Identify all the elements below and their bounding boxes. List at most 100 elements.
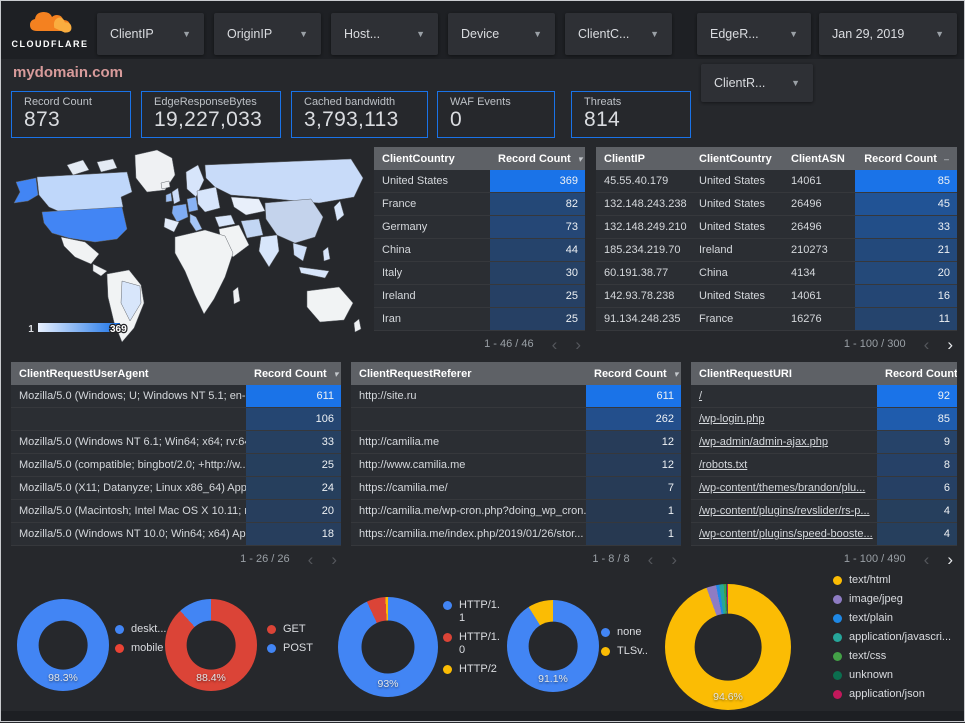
donut-chart-http-protocol[interactable]: 93% [338, 597, 438, 697]
column-header-record-count[interactable]: Record Count – [885, 367, 957, 380]
table-row[interactable]: http://camilia.me 12 [351, 431, 681, 454]
table-row[interactable]: 142.93.78.238 United States 14061 16 [596, 285, 957, 308]
table-row[interactable]: 45.55.40.179 United States 14061 85 [596, 170, 957, 193]
legend-item[interactable]: text/css [833, 650, 951, 663]
table-row[interactable]: 60.191.38.77 China 4134 20 [596, 262, 957, 285]
record-count-heat-cell: 369 [490, 170, 585, 192]
donut-chart-request-method[interactable]: 88.4% [165, 599, 257, 691]
filter-chip[interactable]: ClientC... ▼ [565, 13, 672, 55]
table-row[interactable]: 91.134.248.235 France 16276 11 [596, 308, 957, 331]
donut-hole [361, 620, 415, 674]
legend-item[interactable]: deskt... [115, 623, 166, 636]
table-row[interactable]: /robots.txt 8 [691, 454, 957, 477]
table-row[interactable]: http://camilia.me/wp-cron.php?doing_wp_c… [351, 500, 681, 523]
table-row[interactable]: /wp-admin/admin-ajax.php 9 [691, 431, 957, 454]
filter-chip[interactable]: ClientIP ▼ [97, 13, 204, 55]
legend-item[interactable]: text/html [833, 574, 951, 587]
column-header-record-count[interactable]: Record Count ▾ [498, 152, 583, 165]
table-row[interactable]: Mozilla/5.0 (Windows NT 10.0; Win64; x64… [11, 523, 341, 546]
column-header-record-count[interactable]: Record Count ▾ [594, 367, 679, 380]
column-header-record-count[interactable]: Record Count – [864, 152, 949, 165]
column-header[interactable]: ClientIP [604, 152, 645, 165]
prev-page-icon: ‹ [551, 334, 558, 354]
column-header[interactable]: ClientCountry [699, 152, 772, 165]
table-row[interactable]: http://www.camilia.me 12 [351, 454, 681, 477]
table-row[interactable]: China 44 [374, 239, 585, 262]
table-row[interactable]: Mozilla/5.0 (compatible; bingbot/2.0; +h… [11, 454, 341, 477]
legend-item[interactable]: mobile [115, 642, 166, 655]
table-row[interactable]: Mozilla/5.0 (Macintosh; Intel Mac OS X 1… [11, 500, 341, 523]
table-row[interactable]: Iran 25 [374, 308, 585, 331]
uri-link[interactable]: /wp-admin/admin-ajax.php [699, 436, 829, 448]
column-header[interactable]: ClientRequestReferer [359, 367, 472, 380]
column-header[interactable]: ClientASN [791, 152, 845, 165]
uri-link[interactable]: /wp-content/plugins/speed-booste... [699, 528, 873, 540]
table-row[interactable]: Mozilla/5.0 (X11; Datanyze; Linux x86_64… [11, 477, 341, 500]
legend-item[interactable]: application/javascri... [833, 631, 951, 644]
donut-chart-device-class[interactable]: 98.3% [17, 599, 109, 691]
table-row[interactable]: /wp-content/plugins/speed-booste... 4 [691, 523, 957, 546]
filter-clientrequest[interactable]: ClientR... ▼ [701, 64, 813, 102]
legend-item[interactable]: POST [267, 642, 313, 655]
legend-item[interactable]: none [601, 626, 648, 639]
table-row[interactable]: Italy 30 [374, 262, 585, 285]
record-count-heat-cell: 1 [586, 523, 681, 545]
table-row[interactable]: 132.148.243.238 United States 26496 45 [596, 193, 957, 216]
table-row[interactable]: 106 [11, 408, 341, 431]
uri-link[interactable]: / [699, 390, 703, 402]
donut-legend: GET POST [267, 623, 313, 661]
logo-text: CLOUDFLARE [11, 39, 89, 49]
chevron-down-icon: ▼ [789, 29, 798, 39]
legend-item[interactable]: HTTP/2 [443, 663, 505, 676]
legend-item[interactable]: image/jpeg [833, 593, 951, 606]
scorecard-threats: Threats 814 [571, 91, 691, 138]
cell: 26496 [791, 221, 822, 233]
table-row[interactable]: United States 369 [374, 170, 585, 193]
next-page-icon[interactable]: › [947, 549, 953, 569]
record-count-heat-cell: 4 [877, 500, 957, 522]
uri-link[interactable]: /wp-login.php [699, 413, 765, 425]
filter-chip[interactable]: Host... ▼ [331, 13, 438, 55]
uri-link[interactable]: /robots.txt [699, 459, 748, 471]
table-row[interactable]: 262 [351, 408, 681, 431]
table-row[interactable]: /wp-content/plugins/revslider/rs-p... 4 [691, 500, 957, 523]
donut-chart-tls-version[interactable]: 91.1% [507, 600, 599, 692]
filter-chip[interactable]: EdgeR... ▼ [697, 13, 811, 55]
table-row[interactable]: https://camilia.me/7 [351, 477, 681, 500]
table-row[interactable]: Ireland 25 [374, 285, 585, 308]
uri-link[interactable]: /wp-content/themes/brandon/plu... [699, 482, 866, 494]
table-row[interactable]: /wp-content/themes/brandon/plu... 6 [691, 477, 957, 500]
legend-item[interactable]: HTTP/1.1 [443, 599, 505, 625]
filter-label: EdgeR... [710, 27, 759, 41]
legend-label: image/jpeg [849, 593, 903, 605]
table-row[interactable]: 132.148.249.210 United States 26496 33 [596, 216, 957, 239]
next-page-icon[interactable]: › [947, 334, 953, 354]
geo-map[interactable]: 1 369 [9, 145, 371, 347]
table-row[interactable]: Mozilla/5.0 (Windows NT 6.1; Win64; x64;… [11, 431, 341, 454]
column-header[interactable]: ClientCountry [382, 152, 455, 165]
table-row[interactable]: 185.234.219.70 Ireland 210273 21 [596, 239, 957, 262]
table-row[interactable]: Germany 73 [374, 216, 585, 239]
legend-label: text/plain [849, 612, 894, 624]
table-row[interactable]: https://camilia.me/index.php/2019/01/26/… [351, 523, 681, 546]
column-header[interactable]: ClientRequestURI [699, 367, 792, 380]
uri-link[interactable]: /wp-content/plugins/revslider/rs-p... [699, 505, 870, 517]
table-row[interactable]: / 92 [691, 385, 957, 408]
donut-chart-content-type[interactable]: 94.6% [665, 584, 791, 710]
table-row[interactable]: http://site.ru 611 [351, 385, 681, 408]
legend-item[interactable]: TLSv.. [601, 645, 648, 658]
table-row[interactable]: Mozilla/5.0 (Windows; U; Windows NT 5.1;… [11, 385, 341, 408]
date-range-filter[interactable]: Jan 29, 2019 ▼ [819, 13, 957, 55]
table-row[interactable]: France 82 [374, 193, 585, 216]
column-header[interactable]: ClientRequestUserAgent [19, 367, 149, 380]
map-color-legend: 1 369 [28, 323, 128, 337]
filter-chip[interactable]: OriginIP ▼ [214, 13, 321, 55]
legend-item[interactable]: GET [267, 623, 313, 636]
legend-item[interactable]: text/plain [833, 612, 951, 625]
filter-chip[interactable]: Device ▼ [448, 13, 555, 55]
table-row[interactable]: /wp-login.php 85 [691, 408, 957, 431]
legend-item[interactable]: HTTP/1.0 [443, 631, 505, 657]
legend-item[interactable]: application/json [833, 688, 951, 701]
column-header-record-count[interactable]: Record Count ▾ [254, 367, 339, 380]
legend-item[interactable]: unknown [833, 669, 951, 682]
